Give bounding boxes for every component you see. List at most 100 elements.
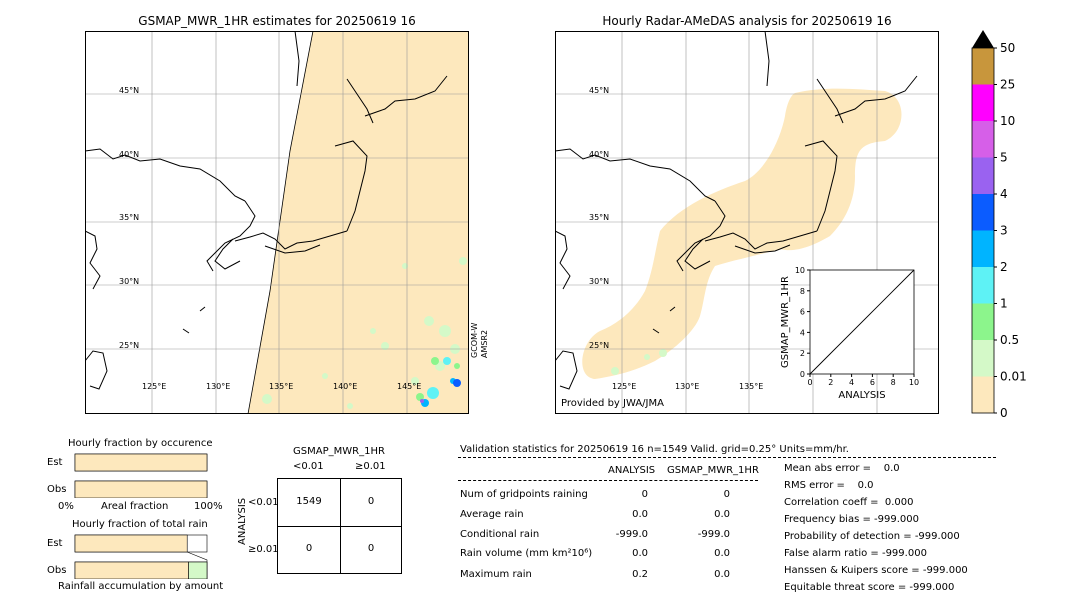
left-rain-cells-heavy <box>420 357 461 407</box>
stat-b-1: 0.0 <box>714 509 730 520</box>
left-sat-label-2: AMSR2 <box>480 329 489 358</box>
stat-b-2: -999.0 <box>697 529 730 540</box>
left-lat-30: 30°N <box>119 277 140 286</box>
occurrence-tick-0: 0% <box>58 501 74 512</box>
totalrain-title: Hourly fraction of total rain <box>72 519 208 530</box>
validation-col-analysis: ANALYSIS <box>608 465 656 476</box>
scatter-xtick-label: 0 <box>807 378 812 387</box>
score-4: Probability of detection = -999.000 <box>784 531 960 542</box>
totalrain-chart <box>74 534 208 579</box>
fraction-bar-extra <box>188 561 208 579</box>
score-0: Mean abs error = 0.0 <box>784 463 900 474</box>
contingency-col-ge: ≥0.01 <box>355 461 386 472</box>
colorbar-segment <box>972 340 994 377</box>
colorbar-extend-arrow <box>972 30 994 48</box>
colorbar-label: 1 <box>1000 297 1008 311</box>
left-map: GCOM-W <box>85 31 469 414</box>
stat-a-3: 0.0 <box>632 548 648 559</box>
cell-01: 0 <box>367 496 375 507</box>
occurrence-xlabel: Areal fraction <box>101 501 169 512</box>
colorbar-segment <box>972 194 994 231</box>
stat-a-1: 0.0 <box>632 509 648 520</box>
colorbar-label: 4 <box>1000 187 1008 201</box>
left-lon-125: 125°E <box>142 382 167 391</box>
scatter-ylabel: GSMAP_MWR_1HR <box>780 276 791 368</box>
colorbar-segment <box>972 121 994 158</box>
stat-b-3: 0.0 <box>714 548 730 559</box>
score-3: Frequency bias = -999.000 <box>784 514 919 525</box>
colorbar-label: 10 <box>1000 114 1015 128</box>
right-map-frame <box>555 31 939 414</box>
colorbar-label: 2 <box>1000 260 1008 274</box>
validation-divider-2 <box>458 480 758 481</box>
stat-label-0: Num of gridpoints raining <box>460 489 588 500</box>
left-swath-area <box>248 31 469 414</box>
cell-00: 1549 <box>296 496 322 507</box>
left-grid <box>85 31 469 414</box>
stat-label-2: Conditional rain <box>460 529 540 540</box>
score-6: Hanssen & Kuipers score = -999.000 <box>784 565 968 576</box>
scatter-diagonal <box>809 269 915 375</box>
totalrain-label-obs: Obs <box>47 565 67 576</box>
colorbar-label: 3 <box>1000 224 1008 238</box>
stat-label-1: Average rain <box>460 509 524 520</box>
left-lon-140: 140°E <box>333 382 358 391</box>
scatter-xtick-label: 2 <box>828 378 833 387</box>
scatter-inset: 0 2 4 6 8 10 0 2 4 6 8 10 ANALYSIS GSMAP_MWR_1HR <box>780 266 919 401</box>
right-map-title: Hourly Radar-AMeDAS analysis for 2025061… <box>602 14 892 28</box>
fraction-bar-fill <box>74 561 189 579</box>
left-lat-35: 35°N <box>119 213 140 222</box>
colorbar-label: 5 <box>1000 151 1008 165</box>
colorbar-label: 50 <box>1000 41 1015 55</box>
stat-b-0: 0 <box>723 489 730 500</box>
scatter-xtick-label: 10 <box>909 378 919 387</box>
colorbar-segment <box>972 230 994 267</box>
colorbar-segment <box>972 303 994 340</box>
left-coastlines <box>85 31 448 390</box>
left-lon-135: 135°E <box>269 382 294 391</box>
left-lon-130: 130°E <box>206 382 231 391</box>
right-lat-25: 25°N <box>589 341 610 350</box>
right-rain-cells <box>611 349 667 375</box>
stat-label-3: Rain volume (mm km²10⁶) <box>460 548 593 559</box>
occurrence-title: Hourly fraction by occurence <box>68 438 213 449</box>
validation-divider <box>458 457 996 458</box>
right-coverage-area <box>582 88 902 379</box>
stat-a-4: 0.2 <box>632 569 648 580</box>
colorbar-segment <box>972 376 994 413</box>
right-grid <box>555 31 939 414</box>
colorbar: 50 25 10 5 4 3 2 1 0.5 0.01 0 <box>971 30 1027 418</box>
score-2: Correlation coeff = 0.000 <box>784 497 914 508</box>
left-lat-45: 45°N <box>119 86 140 95</box>
left-map-frame <box>85 31 469 414</box>
fraction-bar-fill <box>74 480 208 498</box>
stat-a-0: 0 <box>641 489 648 500</box>
validation-header: Validation statistics for 20250619 16 n=… <box>460 444 849 455</box>
totalrain-xlabel: Rainfall accumulation by amount <box>58 581 224 592</box>
right-lon-130: 130°E <box>675 382 700 391</box>
colorbar-segment <box>972 84 994 121</box>
scatter-ytick-label: 6 <box>800 308 805 317</box>
right-lat-30: 30°N <box>589 277 610 286</box>
left-map-title: GSMAP_MWR_1HR estimates for 20250619 16 <box>138 14 416 28</box>
score-1: RMS error = 0.0 <box>784 480 874 491</box>
stat-label-4: Maximum rain <box>460 569 532 580</box>
scatter-xtick-label: 8 <box>891 378 896 387</box>
colorbar-label: 0 <box>1000 406 1008 418</box>
occurrence-label-est: Est <box>47 457 63 468</box>
cell-10: 0 <box>305 543 313 554</box>
colorbar-label: 25 <box>1000 78 1015 92</box>
right-lat-35: 35°N <box>589 213 610 222</box>
scatter-xtick-label: 4 <box>849 378 854 387</box>
provider-credit: Provided by JWA/JMA <box>561 398 664 409</box>
left-lon-145: 145°E <box>397 382 422 391</box>
scatter-xlabel: ANALYSIS <box>838 390 885 401</box>
scatter-ytick-label: 8 <box>800 287 805 296</box>
contingency-row-lt: <0.01 <box>248 497 279 508</box>
score-5: False alarm ratio = -999.000 <box>784 548 927 559</box>
colorbar-label: 0.01 <box>1000 370 1027 384</box>
score-7: Equitable threat score = -999.000 <box>784 582 955 593</box>
validation-col-gsmap: GSMAP_MWR_1HR <box>667 465 759 476</box>
left-lat-25: 25°N <box>119 341 140 350</box>
contingency-grid: 1549 0 0 0 <box>277 478 402 574</box>
